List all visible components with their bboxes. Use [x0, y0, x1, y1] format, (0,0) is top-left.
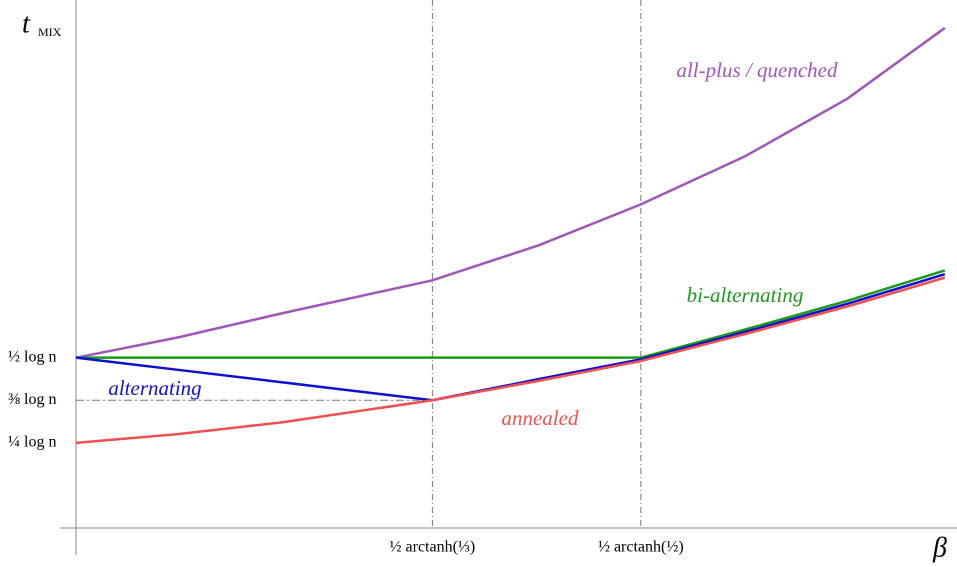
x-tick-label: ½ arctanh(½) — [598, 539, 684, 556]
y-axis-label: t — [22, 8, 31, 39]
series-line — [75, 276, 946, 445]
y-tick-label: ½ log n — [8, 348, 56, 365]
series-line — [76, 269, 946, 359]
series-label: all-plus / quenched — [677, 58, 838, 82]
series-label: alternating — [108, 376, 201, 400]
series-line — [75, 273, 946, 402]
x-tick-label: ½ arctanh(⅓) — [390, 539, 476, 556]
x-axis-label: β — [932, 532, 947, 563]
y-tick-label: ⅜ log n — [8, 391, 56, 408]
series-line — [75, 26, 946, 359]
y-axis-label-subscript: MIX — [38, 25, 62, 39]
y-tick-label: ¼ log n — [8, 434, 56, 451]
series-label: bi-alternating — [687, 283, 804, 307]
series-label: annealed — [502, 406, 579, 430]
